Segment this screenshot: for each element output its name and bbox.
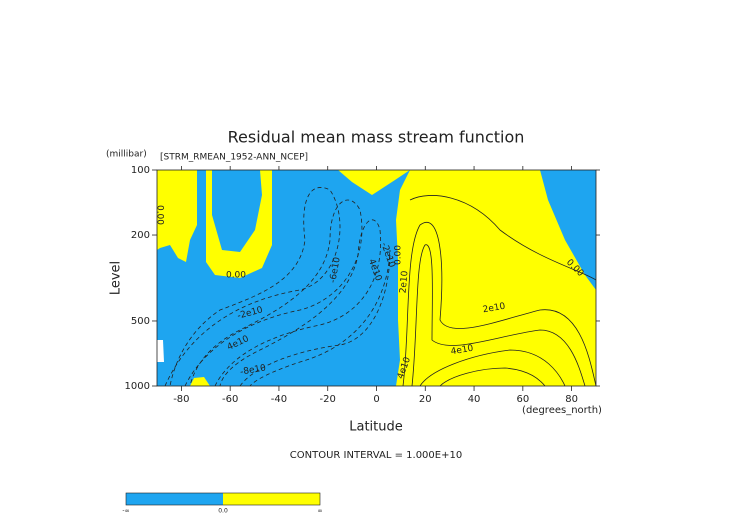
x-tick-label: 60: [516, 394, 529, 405]
colorbar-label: ∞: [318, 508, 323, 515]
x-axis-label: Latitude: [349, 420, 403, 435]
contour-label: -6e10: [328, 256, 342, 284]
y-units: (millibar): [106, 150, 147, 160]
contour-line: [239, 249, 391, 386]
colorbar-frame: [125, 492, 321, 506]
colorbar-positive: [223, 493, 320, 505]
field: [157, 170, 596, 386]
x-tick-label: -40: [271, 394, 287, 405]
x-tick-label: -20: [320, 394, 336, 405]
contour-label: 0.00: [155, 205, 165, 225]
contour-label: -8e10: [239, 363, 267, 377]
contour-line: [409, 195, 596, 281]
subtitle: [STRM_RMEAN_1952-ANN_NCEP]: [160, 153, 308, 163]
contour-line: [214, 219, 382, 386]
y-tick-label: 500: [131, 316, 150, 327]
x-tick-label: 80: [565, 394, 578, 405]
x-tick-label: -60: [222, 394, 238, 405]
missing-region: [157, 340, 164, 362]
contour-line: [411, 244, 586, 386]
colorbar-label: 0.0: [218, 508, 228, 515]
positive-region: [338, 170, 410, 195]
contour-interval: CONTOUR INTERVAL = 1.000E+10: [290, 450, 462, 461]
contour-line: [164, 187, 341, 386]
y-tick-label: 1000: [125, 381, 150, 392]
x-tick-label: 0: [373, 394, 379, 405]
positive-region: [396, 170, 596, 386]
contour-line: [402, 222, 596, 386]
contours: [164, 187, 596, 386]
y-tick-label: 200: [131, 230, 150, 241]
chart-title: Residual mean mass stream function: [228, 128, 525, 147]
colorbar-label: -∞: [122, 508, 129, 515]
contour-line: [439, 367, 546, 386]
x-tick-label: -80: [173, 394, 189, 405]
x-units: (degrees_north): [522, 405, 602, 416]
positive-region: [206, 170, 272, 278]
positive-region: [157, 170, 197, 262]
x-tick-label: 40: [468, 394, 481, 405]
contour-label: 0.00: [226, 271, 246, 281]
contour-line: [419, 349, 566, 386]
contour-label: 2e10: [482, 302, 506, 316]
contour-label: 4e10: [450, 344, 474, 358]
x-tick-label: 20: [419, 394, 432, 405]
contour-label: 0.00: [394, 245, 404, 265]
positive-region: [190, 377, 210, 386]
y-tick-label: 100: [131, 165, 150, 176]
contour-label: 2e10: [399, 270, 411, 294]
y-axis-label: Level: [109, 261, 124, 295]
colorbar-negative: [126, 493, 223, 505]
contour-line: [184, 199, 363, 386]
